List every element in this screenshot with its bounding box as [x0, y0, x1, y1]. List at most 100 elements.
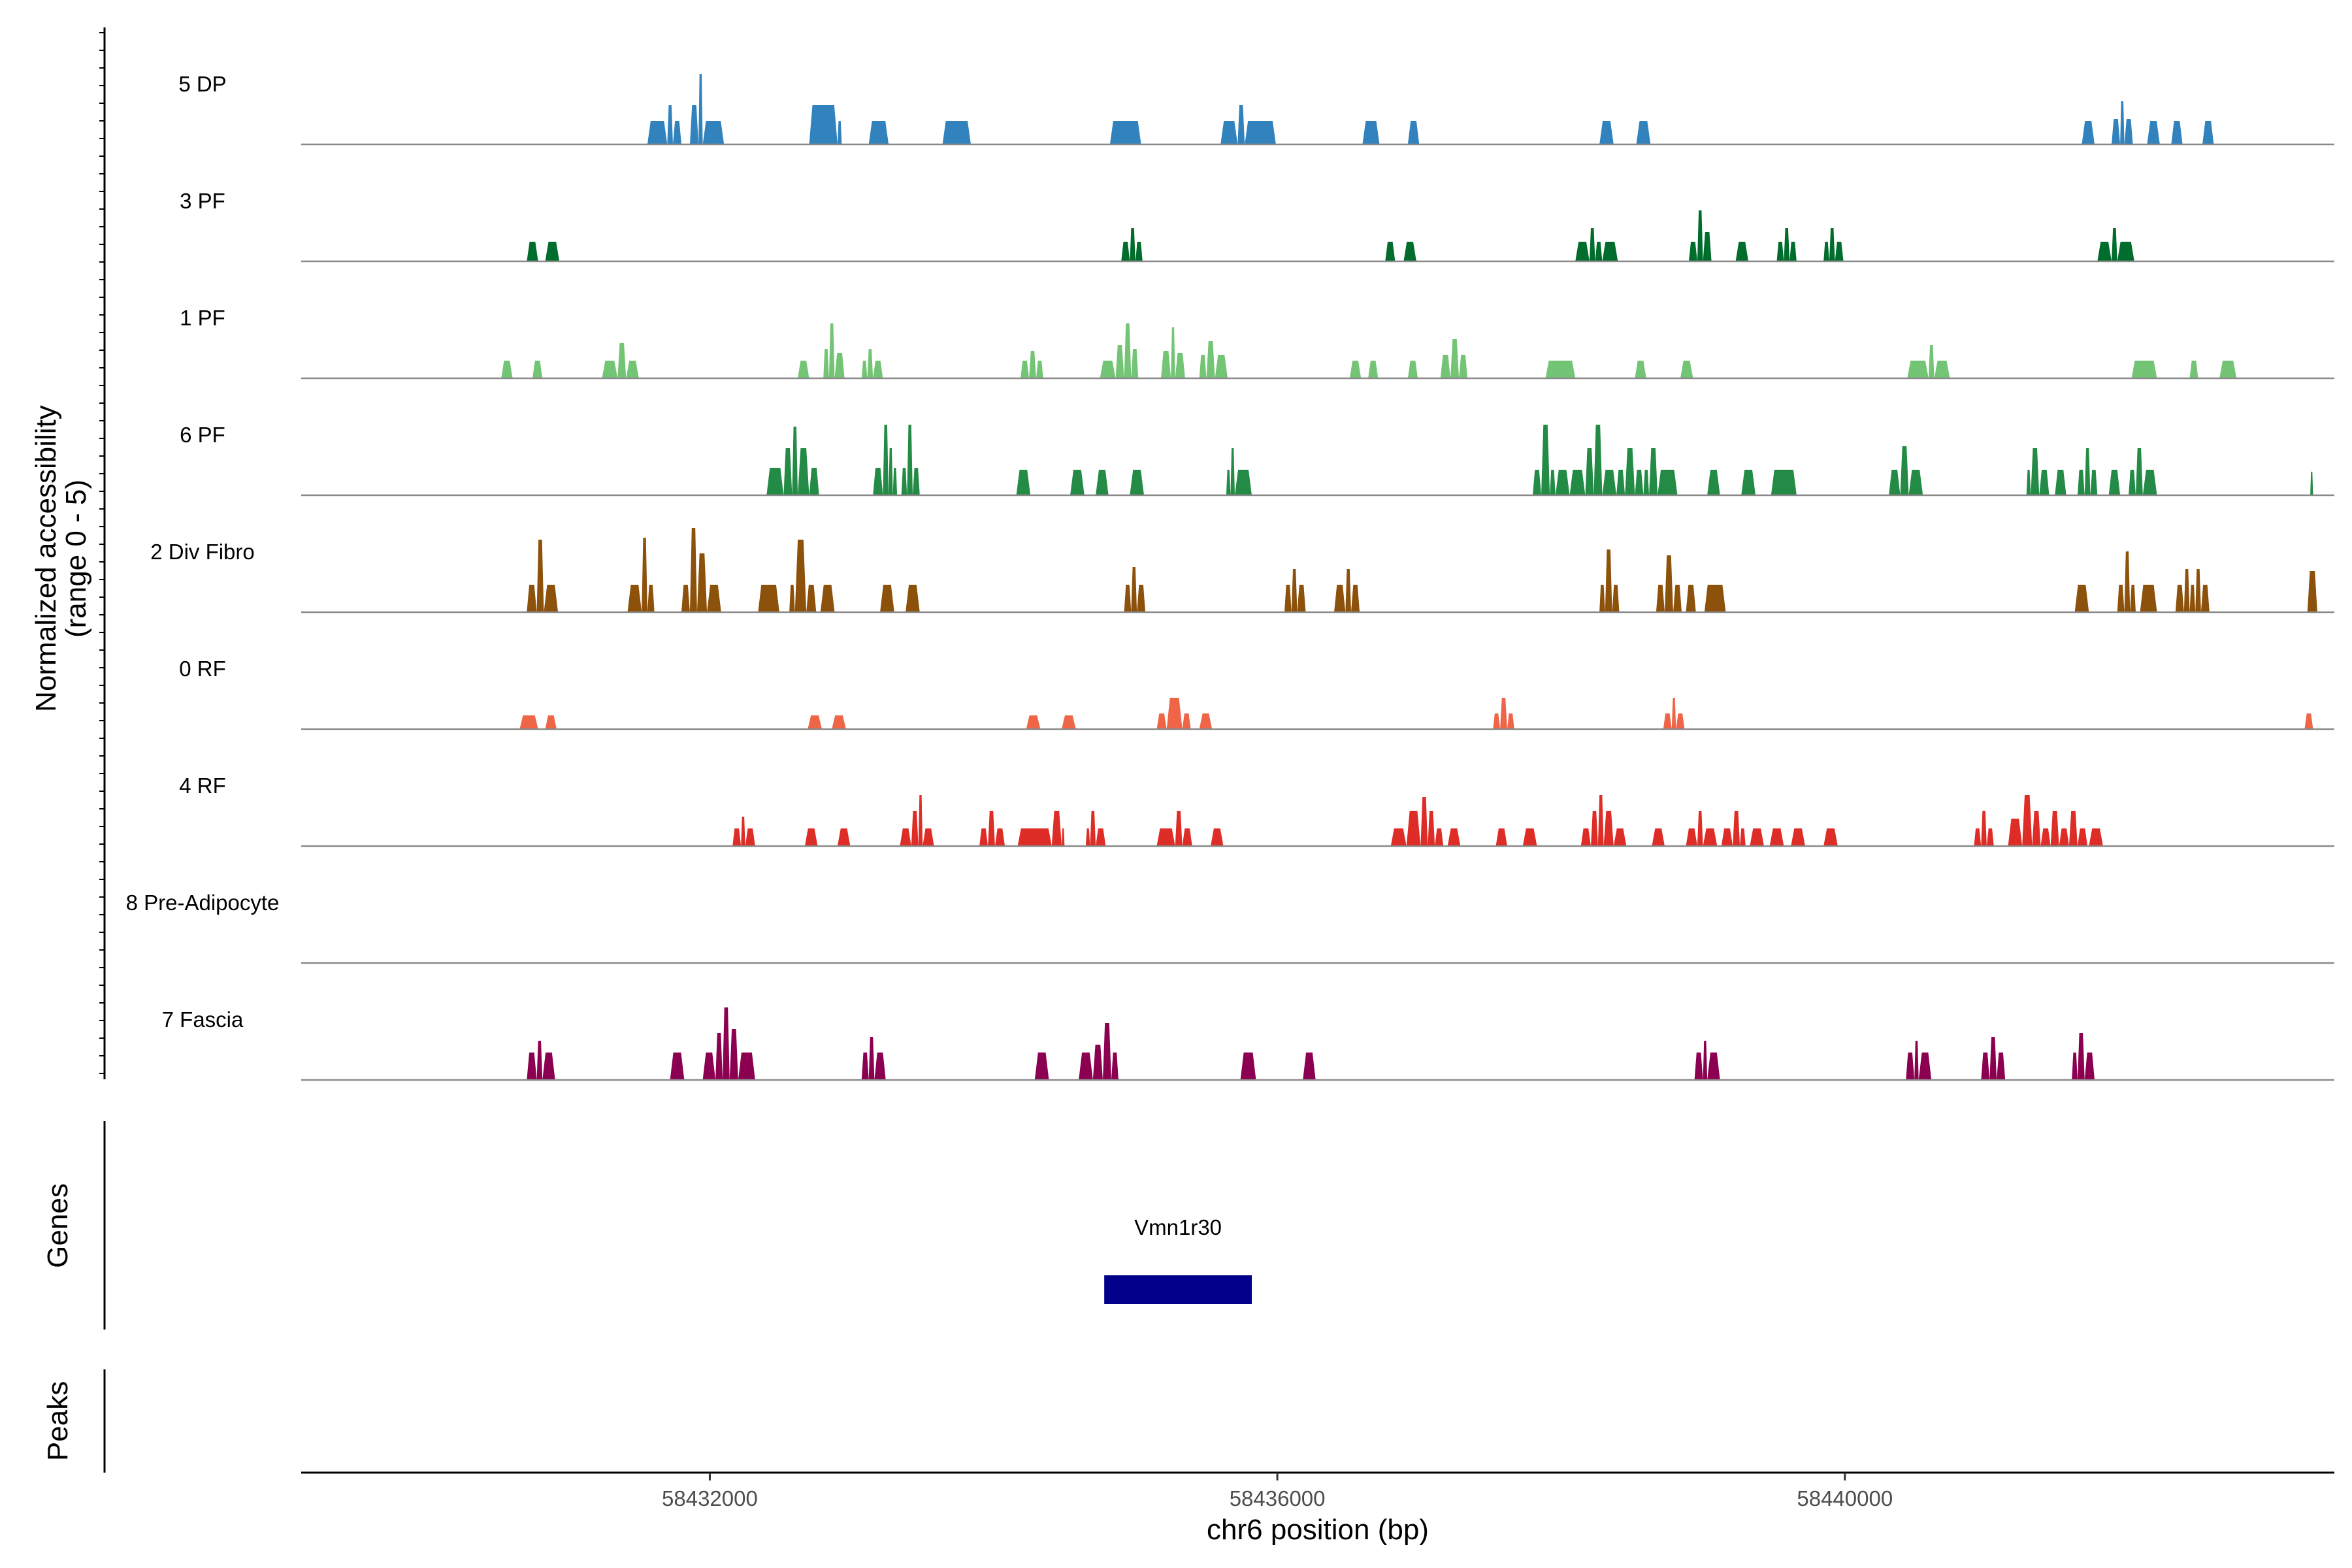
coverage-peak — [1599, 121, 1614, 144]
track-label: 4 RF — [179, 774, 226, 798]
coverage-peak — [1500, 698, 1507, 729]
coverage-peak — [2097, 242, 2112, 261]
coverage-peak — [1769, 828, 1784, 846]
coverage-peak — [1784, 228, 1790, 261]
coverage-peak — [527, 585, 537, 612]
coverage-peak — [1351, 585, 1360, 612]
coverage-peak — [1131, 567, 1137, 612]
coverage-peak — [1237, 105, 1245, 144]
track-4-rf: 4 RF — [179, 774, 2334, 847]
coverage-peak — [1459, 355, 1468, 378]
coverage-peak — [1182, 828, 1192, 846]
coverage-peak — [1750, 828, 1764, 846]
coverage-peak — [1545, 361, 1576, 378]
coverage-peak — [883, 425, 889, 495]
coverage-peak — [2077, 828, 2088, 846]
y-axis-title-line2: (range 0 - 5) — [60, 480, 92, 638]
coverage-peak — [1602, 470, 1617, 495]
coverage-peak — [1062, 828, 1065, 846]
coverage-peak — [1703, 1041, 1708, 1080]
track-5-dp: 5 DP — [178, 72, 2334, 146]
coverage-peak — [1017, 828, 1052, 846]
y-axis-title-line1: Normalized accessibility — [30, 405, 62, 711]
coverage-peak — [823, 349, 829, 378]
coverage-peak — [2108, 470, 2121, 495]
coverage-peak — [2219, 361, 2237, 378]
track-3-pf: 3 PF — [180, 189, 2334, 263]
coverage-peak — [1199, 713, 1213, 729]
coverage-peak — [918, 795, 923, 846]
coverage-peak — [544, 585, 559, 612]
coverage-peak — [1135, 242, 1143, 261]
coverage-peak — [1989, 1037, 1997, 1080]
coverage-peak — [1121, 242, 1130, 261]
genes-panel: Genes Vmn1r30 — [42, 1121, 1252, 1330]
coverage-peak — [2040, 828, 2051, 846]
coverage-peak — [907, 425, 913, 495]
coverage-peak — [2077, 1033, 2085, 1080]
coverage-peak — [900, 828, 911, 846]
coverage-peak — [707, 585, 721, 612]
coverage-peak — [1016, 470, 1031, 495]
coverage-peak — [1137, 585, 1146, 612]
coverage-peak — [647, 121, 668, 144]
coverage-peak — [1368, 361, 1379, 378]
coverage-peak — [647, 585, 655, 612]
coverage-peak — [2304, 713, 2313, 729]
coverage-peak — [1986, 828, 1994, 846]
coverage-peak — [527, 1053, 537, 1080]
coverage-peak — [1447, 828, 1461, 846]
coverage-peak — [1284, 585, 1292, 612]
coverage-peak — [861, 1053, 869, 1080]
coverage-peak — [732, 828, 742, 846]
coverage-peak — [1240, 1053, 1256, 1080]
coverage-peak — [1680, 361, 1693, 378]
coverage-peak — [1493, 713, 1501, 729]
coverage-peak — [2195, 569, 2201, 612]
coverage-peak — [1109, 121, 1141, 144]
coverage-peak — [698, 74, 703, 144]
coverage-peak — [1406, 811, 1421, 846]
coverage-peak — [1362, 121, 1380, 144]
coverage-peak — [868, 1037, 875, 1080]
coverage-peak — [1131, 349, 1139, 378]
coverage-peak — [532, 361, 543, 378]
coverage-peak — [1789, 242, 1797, 261]
coverage-peak — [1403, 242, 1416, 261]
coverage-peak — [1156, 828, 1175, 846]
coverage-peak — [1161, 351, 1171, 378]
coverage-peak — [861, 361, 868, 378]
coverage-peak — [1428, 811, 1435, 846]
coverage-peak — [2117, 242, 2134, 261]
coverage-peak — [1175, 353, 1185, 378]
gene-annotations: Vmn1r30 — [1104, 1215, 1252, 1304]
coverage-peak — [979, 828, 988, 846]
coverage-peak — [867, 349, 874, 378]
coverage-peak — [1906, 1053, 1915, 1080]
coverage-peak — [1686, 828, 1697, 846]
coverage-peak — [627, 585, 642, 612]
coverage-peak — [1658, 470, 1678, 495]
coverage-peak — [1100, 361, 1116, 378]
coverage-peak — [2117, 585, 2125, 612]
coverage-peak — [2089, 828, 2103, 846]
coverage-peak — [1597, 795, 1604, 846]
coverage-peak — [1585, 448, 1594, 495]
coverage-peak — [1111, 1053, 1119, 1080]
coverage-peak — [1440, 355, 1451, 378]
coverage-peak — [1776, 242, 1784, 261]
coverage-peak — [1385, 242, 1396, 261]
coverage-peak — [1981, 811, 1987, 846]
coverage-peak — [1613, 828, 1627, 846]
coverage-peak — [741, 817, 745, 846]
coverage-peak — [1703, 232, 1712, 261]
coverage-peak — [837, 828, 851, 846]
coverage-peak — [2090, 470, 2098, 495]
coverage-peak — [798, 448, 809, 495]
coverage-peak — [1235, 470, 1252, 495]
coverage-peak — [1297, 585, 1306, 612]
coverage-peak — [1569, 470, 1586, 495]
coverage-peak — [874, 1053, 886, 1080]
coverage-peak — [1062, 715, 1076, 729]
coverage-peak — [1245, 121, 1276, 144]
